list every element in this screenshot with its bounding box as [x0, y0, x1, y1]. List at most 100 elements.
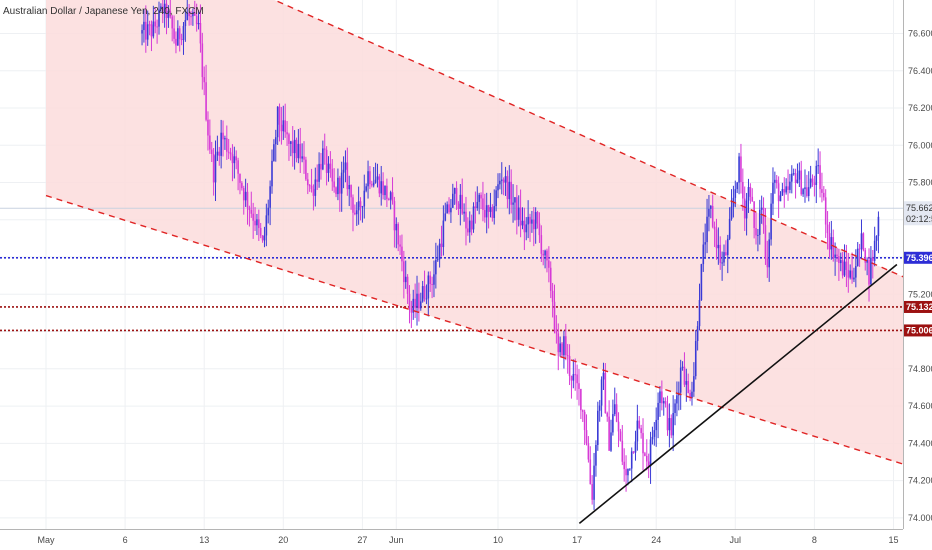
candle-body [310, 185, 313, 190]
level-price-label: 75.132 [906, 302, 932, 312]
candle-body [634, 441, 637, 453]
candle-body [826, 224, 829, 234]
candle-body [830, 237, 833, 250]
level-price-tag [904, 324, 932, 337]
channel-upper-line[interactable] [46, 0, 932, 300]
candle-body [512, 202, 514, 205]
x-tick-label: Jul [730, 535, 742, 545]
candle-body [817, 165, 819, 167]
trend-line[interactable] [578, 263, 898, 525]
candle-body [576, 374, 578, 384]
candle-body [736, 182, 738, 190]
candle-body [597, 410, 599, 445]
candle-body [357, 201, 360, 211]
price-axis[interactable] [903, 0, 932, 529]
candle-body [480, 194, 482, 199]
candle-body [706, 216, 708, 243]
y-tick-label: 74.200 [908, 476, 932, 486]
candle-body [246, 191, 249, 208]
candle-body [525, 224, 528, 233]
candle-body [636, 420, 639, 442]
candle-body [612, 414, 614, 433]
candle-body [188, 12, 190, 17]
level-price-label: 75.006 [906, 325, 932, 335]
candle-body [465, 211, 467, 229]
candle-body [278, 106, 281, 125]
candle-body [186, 12, 189, 21]
chart-title: Australian Dollar / Japanese Yen, 240, F… [3, 6, 204, 17]
candle-body [719, 244, 722, 263]
candle-body [484, 209, 486, 218]
candle-body [323, 148, 326, 150]
candle-body [380, 181, 383, 194]
candle-body [227, 151, 230, 153]
candle-body [297, 143, 300, 159]
candle-body [263, 235, 266, 241]
candle-body [687, 381, 690, 393]
candle-body [378, 176, 381, 194]
candle-body [209, 135, 211, 150]
candle-body [175, 38, 177, 46]
candle-body [205, 82, 207, 120]
candle-body [589, 459, 592, 485]
candle-body [683, 366, 686, 385]
y-tick-label: 76.000 [908, 140, 932, 150]
candle-body [508, 181, 511, 200]
candle-body [382, 181, 384, 196]
candle-body [693, 376, 695, 392]
candle-body [150, 24, 153, 37]
candle-body [197, 22, 200, 25]
candle-body [163, 3, 166, 14]
candle-body [306, 179, 309, 186]
candle-body [493, 206, 496, 218]
candle-body [442, 220, 445, 248]
candle-body [798, 170, 801, 180]
candle-body [190, 16, 192, 18]
candle-body [237, 160, 239, 174]
candle-body [476, 201, 479, 209]
candle-body [363, 190, 366, 207]
time-axis[interactable] [0, 529, 932, 550]
candle-body [301, 156, 303, 159]
candle-body [418, 293, 420, 309]
candle-body [804, 187, 806, 190]
candle-body [331, 168, 334, 182]
candle-body [361, 206, 364, 208]
candle-body [802, 189, 804, 195]
candle-body [877, 216, 880, 237]
candle-body [320, 163, 322, 170]
y-tick-label: 74.800 [908, 364, 932, 374]
candle-body [433, 274, 435, 285]
candle-body [775, 179, 778, 184]
x-tick-label: May [37, 535, 55, 545]
candle-body [487, 205, 490, 212]
candle-body [674, 403, 676, 413]
candle-body [538, 223, 541, 236]
level-price-tag [904, 300, 932, 313]
channel-lower-line[interactable] [45, 194, 932, 481]
candle-body [691, 391, 693, 398]
candle-body [500, 179, 503, 181]
candle-body [329, 163, 332, 169]
candle-body [740, 156, 742, 182]
candle-body [337, 177, 339, 195]
candle-body [655, 419, 657, 431]
candle-body [645, 455, 648, 462]
candle-body [146, 24, 149, 40]
candle-body [653, 430, 656, 437]
candle-body [193, 12, 196, 16]
candle-body [557, 333, 560, 353]
candle-body [640, 428, 642, 434]
candle-body [841, 260, 844, 276]
candle-body [410, 308, 413, 313]
candle-body [271, 160, 273, 187]
candle-body [184, 20, 187, 27]
candle-body [220, 132, 222, 156]
candle-body [314, 179, 317, 196]
candle-body [412, 298, 415, 313]
candle-body [201, 43, 204, 78]
candle-body [312, 189, 315, 196]
candle-body [438, 243, 441, 260]
